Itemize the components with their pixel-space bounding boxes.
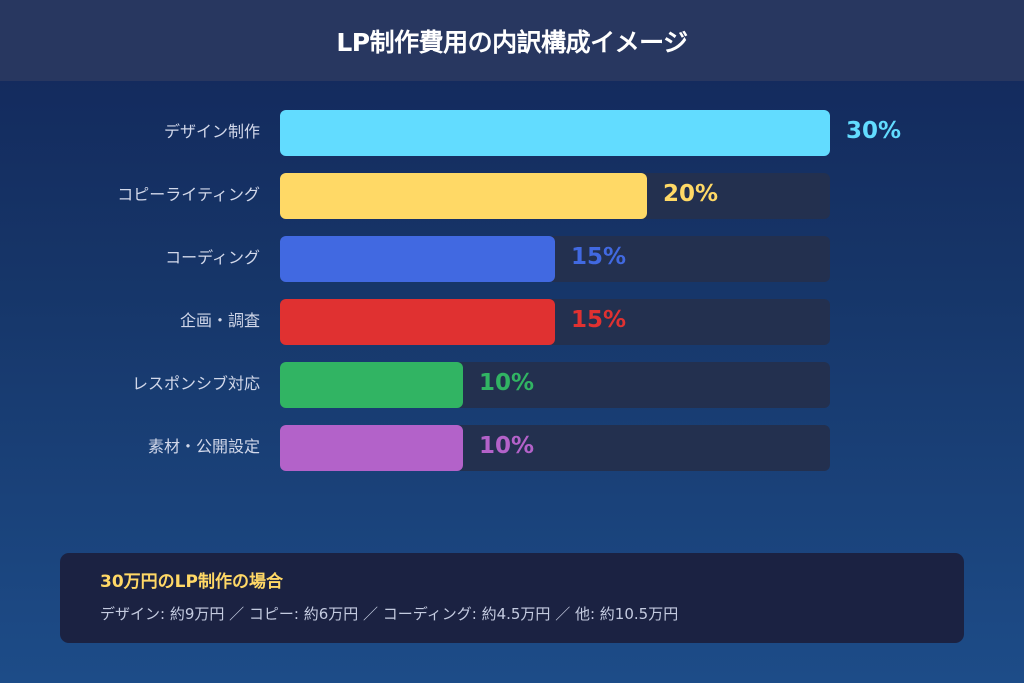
bar-value-label: 10% [479, 433, 535, 459]
summary-detail: デザイン: 約9万円 ／ コピー: 約6万円 ／ コーディング: 約4.5万円 … [100, 605, 679, 623]
bar-value-label: 20% [663, 181, 719, 207]
chart-row: 素材・公開設定 10% [0, 425, 1024, 471]
summary-title: 30万円のLP制作の場合 [100, 572, 283, 592]
bar-fill [280, 173, 647, 219]
bar-track [280, 236, 830, 282]
chart-row: 企画・調査 15% [0, 299, 1024, 345]
bar-track [280, 173, 830, 219]
bar-track [280, 362, 830, 408]
bar-track [280, 110, 830, 156]
bar-track [280, 425, 830, 471]
category-label: 素材・公開設定 [147, 437, 260, 456]
chart-row: レスポンシブ対応 10% [0, 362, 1024, 408]
header-bar: LP制作費用の内訳構成イメージ [0, 0, 1024, 81]
bar-fill [280, 236, 555, 282]
bar-value-label: 15% [571, 307, 627, 333]
bar-fill [280, 425, 463, 471]
summary-box: 30万円のLP制作の場合 デザイン: 約9万円 ／ コピー: 約6万円 ／ コー… [60, 553, 964, 643]
chart-row: コーディング 15% [0, 236, 1024, 282]
bar-value-label: 30% [846, 118, 902, 144]
chart-row: コピーライティング 20% [0, 173, 1024, 219]
chart-row: デザイン制作 30% [0, 110, 1024, 156]
category-label: デザイン制作 [163, 122, 260, 141]
bar-value-label: 15% [571, 244, 627, 270]
bar-fill [280, 299, 555, 345]
category-label: コーディング [165, 248, 260, 267]
category-label: 企画・調査 [179, 311, 260, 330]
category-label: コピーライティング [117, 185, 260, 204]
category-label: レスポンシブ対応 [131, 374, 260, 393]
bar-fill [280, 110, 830, 156]
bar-fill [280, 362, 463, 408]
bar-value-label: 10% [479, 370, 535, 396]
bar-track [280, 299, 830, 345]
chart-title: LP制作費用の内訳構成イメージ [336, 27, 688, 57]
